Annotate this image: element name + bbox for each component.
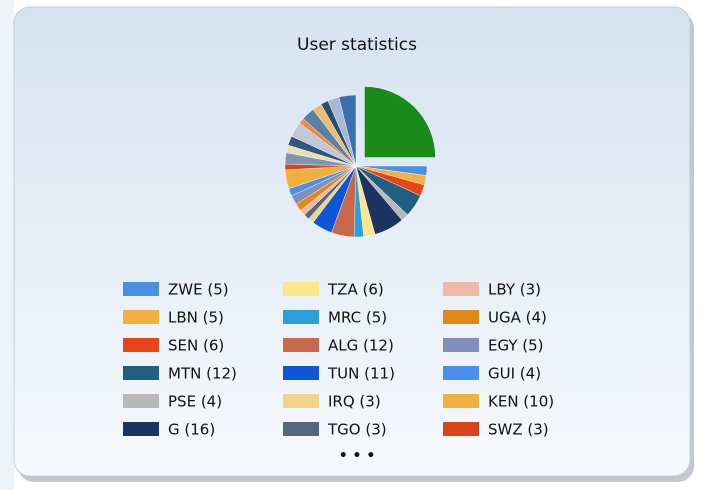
legend-more: • • • (339, 448, 376, 464)
legend-label: ZWE (5) (168, 281, 229, 299)
legend-label: KEN (10) (488, 393, 554, 411)
legend-label: SEN (6) (168, 337, 224, 355)
legend-swatch (123, 394, 159, 408)
legend-swatch (443, 366, 479, 380)
chart-title: User statistics (297, 35, 417, 55)
legend-label: MTN (12) (168, 365, 237, 383)
card (13, 6, 691, 477)
legend-label: PSE (4) (168, 393, 222, 411)
legend-swatch (443, 282, 479, 296)
legend-swatch (123, 310, 159, 324)
legend-swatch (123, 338, 159, 352)
legend-label: IRQ (3) (328, 393, 381, 411)
legend-label: LBN (5) (168, 309, 224, 327)
legend-swatch (123, 366, 159, 380)
legend-swatch (283, 338, 319, 352)
legend-label: UGA (4) (488, 309, 547, 327)
legend-swatch (283, 394, 319, 408)
legend-swatch (283, 310, 319, 324)
legend-swatch (283, 366, 319, 380)
legend-label: EGY (5) (488, 337, 544, 355)
legend-label: TZA (6) (327, 281, 384, 299)
legend-swatch (443, 422, 479, 436)
legend-swatch (123, 282, 159, 296)
legend-swatch (443, 394, 479, 408)
legend-label: GUI (4) (488, 365, 541, 383)
legend-swatch (443, 310, 479, 324)
legend-swatch (283, 422, 319, 436)
legend-label: SWZ (3) (488, 421, 549, 439)
legend-label: G (16) (168, 421, 215, 439)
legend-swatch (123, 422, 159, 436)
legend-label: TGO (3) (327, 421, 387, 439)
pie-slice (338, 94, 357, 167)
legend-label: TUN (11) (327, 365, 395, 383)
side-background (0, 0, 14, 490)
legend-swatch (283, 282, 319, 296)
legend-label: ALG (12) (328, 337, 394, 355)
pie-slice (364, 86, 436, 158)
legend-swatch (443, 338, 479, 352)
legend-label: LBY (3) (488, 281, 541, 299)
legend-label: MRC (5) (328, 309, 387, 327)
